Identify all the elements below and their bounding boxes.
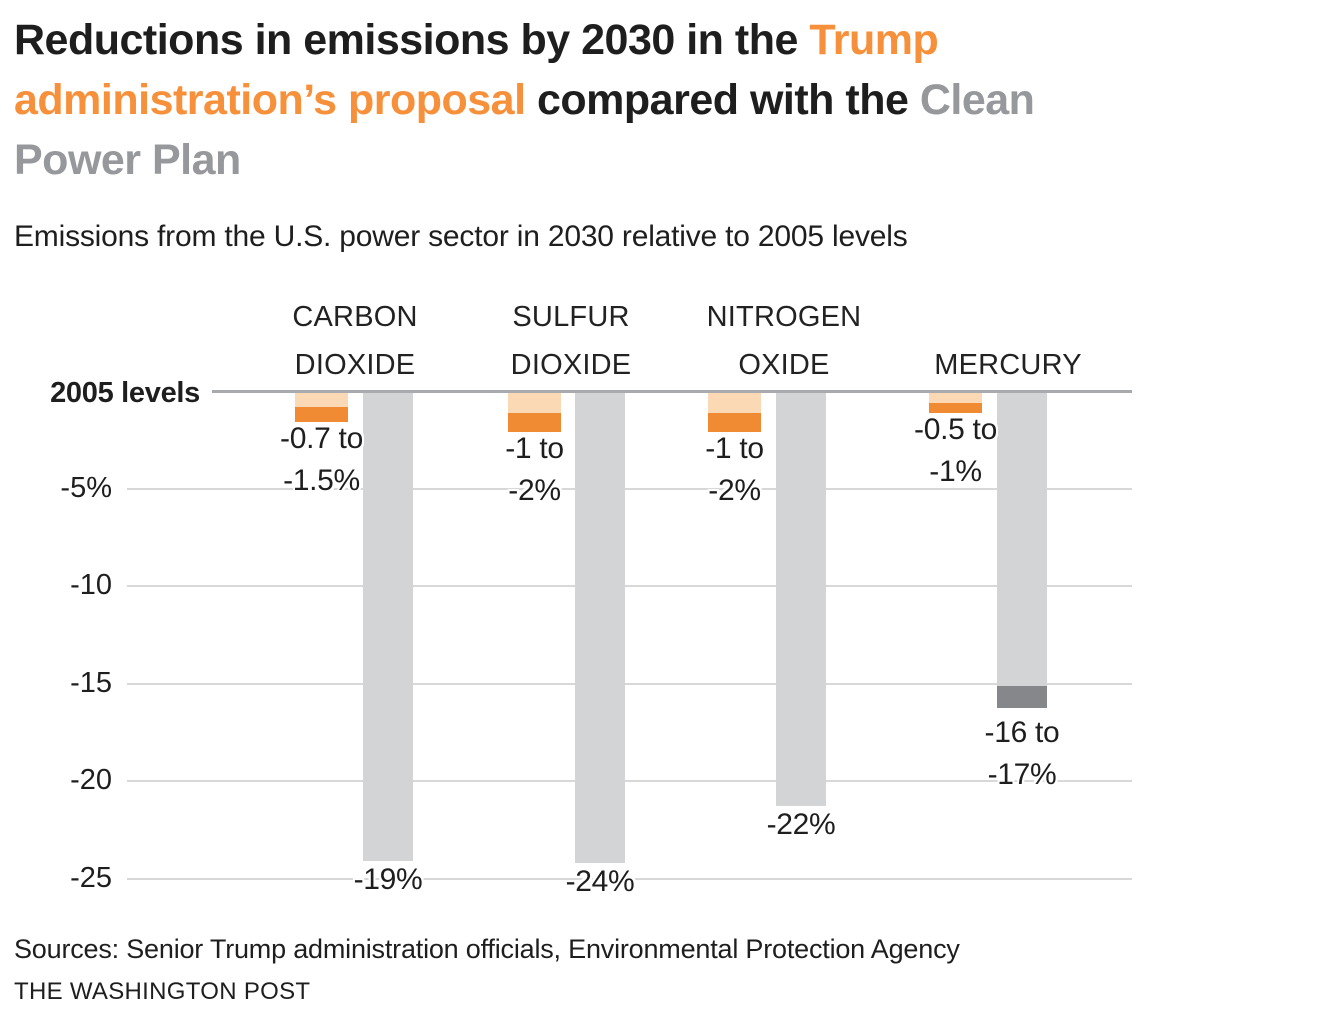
trump-range-label: -1 to -2% [505,432,564,507]
clean-power-plan-bar [997,393,1047,687]
title-text-dark-2: compared with the [525,76,920,124]
trump-range-label: -1 to -2% [705,432,764,507]
publisher-credit: THE WASHINGTON POST [14,978,311,1005]
title-text-gray-1: Clean [919,76,1035,124]
trump-range-bar-dark [708,412,761,432]
chart-title: Reductions in emissions by 2030 in the T… [14,10,1035,190]
title-text-gray-2: Power Plan [14,136,241,184]
gridline-minus-25 [127,877,1132,880]
gridline-minus-15 [127,682,1132,685]
gridline-minus-20 [127,780,1132,782]
baseline-line [212,390,1132,393]
trump-range-bar-dark [929,402,982,413]
y-tick-label-minus-5: -5% [60,471,112,504]
category-header-mercury: MERCURY [934,349,1082,381]
y-tick-label-minus-10: -10 [70,569,112,601]
sources-note: Sources: Senior Trump administration off… [14,934,960,964]
y-tick-label-minus-20: -20 [70,764,112,796]
trump-range-bar-dark [295,406,348,423]
category-header-carbon-dioxide: CARBON DIOXIDE [292,301,418,381]
title-text-orange-1: Trump [809,16,939,64]
clean-power-plan-value-label: -22% [766,808,836,842]
trump-range-bar-light [708,393,761,413]
clean-power-plan-bar [776,393,826,807]
trump-range-bar-dark [508,412,561,432]
title-text-dark-1: Reductions in emissions by 2030 in the [14,16,810,64]
trump-range-label: -0.7 to -1.5% [280,422,363,498]
title-line-1: Reductions in emissions by 2030 in the T… [14,10,1034,70]
y-tick-label-minus-15: -15 [70,666,112,699]
chart-subtitle: Emissions from the U.S. power sector in … [14,220,908,253]
trump-range-label: -0.5 to -1% [914,412,997,488]
clean-power-plan-bar-dark-segment [997,686,1047,708]
trump-range-bar-light [929,393,982,403]
trump-range-bar-light [295,393,348,407]
category-header-sulfur-dioxide: SULFUR DIOXIDE [510,301,632,381]
baseline-label: 2005 levels [50,377,200,409]
gridline-minus-10 [127,585,1132,587]
title-text-orange-2: administration’s proposal [14,76,526,124]
clean-power-plan-bar [363,393,413,861]
category-header-nitrogen-oxide: NITROGEN OXIDE [706,301,862,381]
clean-power-plan-value-label: -16 to -17% [984,715,1060,791]
gridline-minus-5 [127,487,1132,490]
clean-power-plan-bar [575,393,625,863]
clean-power-plan-value-label: -19% [353,863,423,896]
title-line-3: Power Plan [14,130,1034,190]
title-line-2: administration’s proposal compared with … [14,70,1035,130]
trump-range-bar-light [508,393,561,413]
clean-power-plan-value-label: -24% [565,864,635,898]
y-tick-label-minus-25: -25 [70,861,112,894]
